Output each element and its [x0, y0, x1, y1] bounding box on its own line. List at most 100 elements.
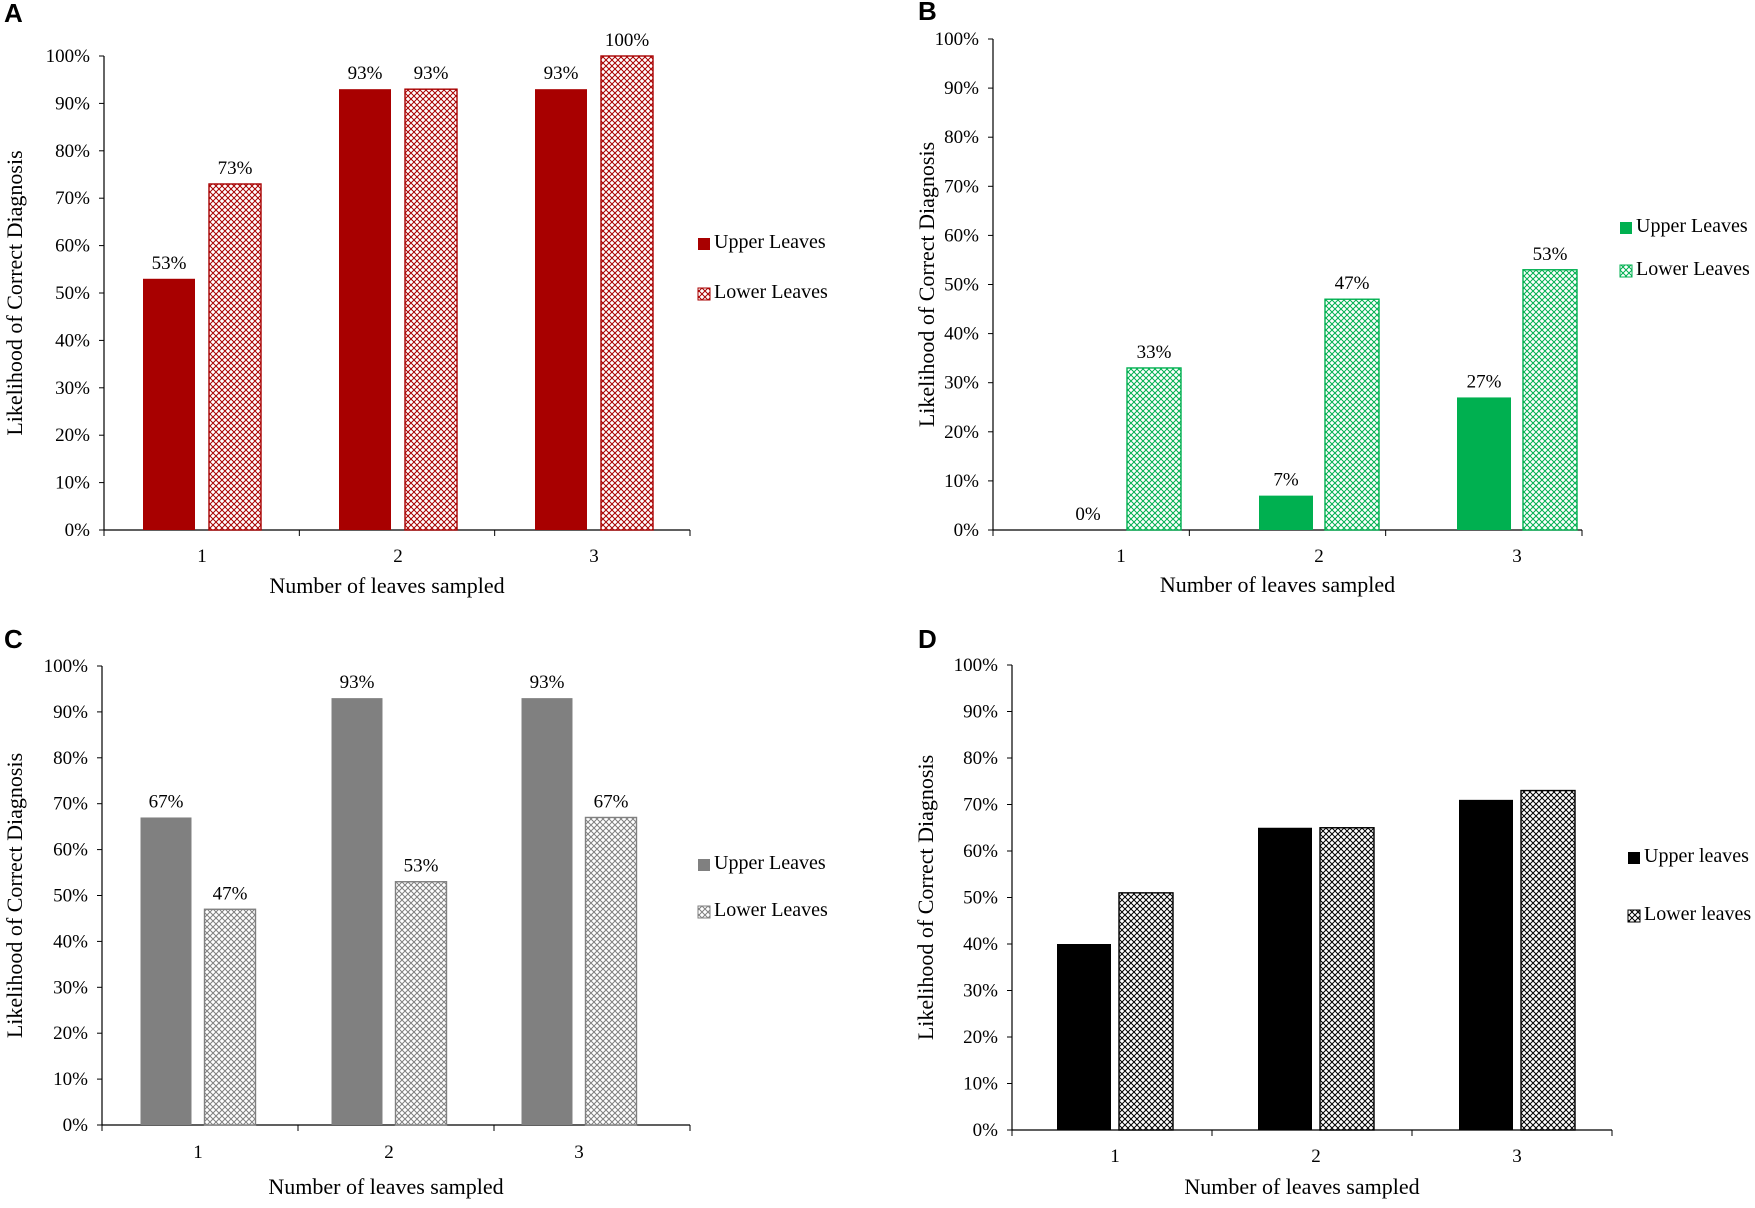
- x-axis-title: Number of leaves sampled: [1160, 572, 1395, 597]
- y-tick-label: 40%: [944, 324, 979, 345]
- y-tick-label: 90%: [55, 93, 90, 114]
- y-tick-label: 90%: [963, 702, 998, 723]
- y-tick-label: 10%: [55, 473, 90, 494]
- x-axis-title: Number of leaves sampled: [269, 573, 504, 598]
- bar-upper-2: [1258, 827, 1312, 1130]
- legend-label: Lower Leaves: [714, 281, 828, 303]
- y-tick-label: 50%: [53, 886, 88, 907]
- bar-lower-2: [1324, 298, 1380, 531]
- y-tick-label: 10%: [53, 1069, 88, 1090]
- x-axis-title: Number of leaves sampled: [268, 1174, 503, 1199]
- legend-swatch: [1627, 909, 1641, 923]
- y-tick-label: 30%: [55, 378, 90, 399]
- chart-panel-b: B0%10%20%30%40%50%60%70%80%90%100%1 2 30%7…: [914, 0, 1750, 597]
- x-tick-label: 1: [197, 546, 207, 567]
- legend-swatch: [1620, 222, 1632, 234]
- y-axis-title: Likelihood of Correct Diagnosis: [2, 150, 27, 435]
- y-axis-title: Likelihood of Correct Diagnosis: [913, 755, 938, 1040]
- data-label: 93%: [414, 63, 449, 84]
- panel-letter: B: [918, 0, 937, 26]
- data-label: 93%: [340, 672, 375, 693]
- y-tick-label: 100%: [46, 46, 91, 67]
- panel-letter: C: [4, 624, 23, 654]
- x-tick-label: 2: [393, 546, 403, 567]
- legend-label: Upper leaves: [1644, 845, 1749, 867]
- y-tick-label: 40%: [53, 931, 88, 952]
- y-tick-label: 20%: [53, 1023, 88, 1044]
- chart-panel-d: D 0% 10% 20% 30% 40% 50% 60% 70% 80% 90% 100% 1 2 3 Lik…: [913, 624, 1751, 1199]
- y-tick-label: 40%: [963, 934, 998, 955]
- data-label: 53%: [1533, 244, 1568, 265]
- data-label: 27%: [1467, 371, 1502, 392]
- data-label: 53%: [152, 253, 187, 274]
- bar-upper-1: [140, 817, 192, 1125]
- y-tick-label: 70%: [53, 794, 88, 815]
- x-axis-title: Number of leaves sampled: [1184, 1174, 1419, 1199]
- y-tick-label: 0%: [954, 520, 980, 541]
- data-label: 93%: [544, 63, 579, 84]
- data-label: 7%: [1273, 470, 1299, 491]
- chart-panel-c: C 0% 10% 20% 30% 40% 50% 60% 70% 80% 90% 100% 1 2 3 67%…: [2, 624, 828, 1199]
- y-tick-label: 80%: [963, 748, 998, 769]
- y-tick-label: 60%: [55, 236, 90, 257]
- x-tick-label: 1: [1116, 546, 1126, 567]
- y-tick-label: 70%: [944, 176, 979, 197]
- y-tick-label: 100%: [935, 29, 980, 50]
- legend-swatch: [1628, 852, 1640, 864]
- y-tick-label: 40%: [55, 330, 90, 351]
- bar-upper-2: [331, 698, 383, 1125]
- y-tick-label: 50%: [963, 888, 998, 909]
- y-tick-label: 60%: [53, 840, 88, 861]
- y-tick-label: 90%: [53, 702, 88, 723]
- legend-swatch: [1619, 264, 1633, 278]
- y-tick-label: 80%: [55, 141, 90, 162]
- y-tick-label: 70%: [963, 795, 998, 816]
- data-label: 67%: [149, 791, 184, 812]
- y-tick-label: 80%: [53, 748, 88, 769]
- legend-label: Upper Leaves: [714, 852, 826, 874]
- bar-upper-3: [1459, 799, 1513, 1130]
- legend-swatch: [698, 238, 710, 250]
- y-tick-label: 70%: [55, 188, 90, 209]
- bar-lower-2: [394, 881, 448, 1126]
- legend-swatch: [697, 287, 711, 301]
- data-label: 93%: [348, 63, 383, 84]
- x-tick-label: 2: [1314, 546, 1324, 567]
- bar-lower-1: [1118, 892, 1174, 1131]
- bar-lower-3: [1522, 269, 1578, 531]
- data-label: 73%: [218, 158, 253, 179]
- data-label: 33%: [1137, 342, 1172, 363]
- bar-lower-1: [208, 183, 262, 531]
- x-tick-label: 2: [384, 1142, 394, 1163]
- bar-upper-3: [1457, 397, 1511, 530]
- y-tick-label: 60%: [944, 225, 979, 246]
- bar-lower-3: [600, 55, 654, 531]
- y-tick-label: 50%: [55, 283, 90, 304]
- y-tick-label: 100%: [44, 656, 89, 677]
- y-axis-title: Likelihood of Correct Diagnosis: [914, 142, 939, 427]
- data-label: 0%: [1075, 504, 1101, 525]
- data-label: 67%: [594, 791, 629, 812]
- x-tick-label: 1: [193, 1142, 203, 1163]
- panel-letter: A: [4, 0, 23, 28]
- legend-swatch: [698, 859, 710, 871]
- bar-lower-3: [584, 816, 638, 1126]
- y-tick-label: 80%: [944, 127, 979, 148]
- bar-upper-3: [535, 89, 587, 531]
- y-tick-label: 20%: [55, 425, 90, 446]
- y-tick-label: 60%: [963, 841, 998, 862]
- legend-swatch: [697, 905, 711, 919]
- x-tick-label: 3: [574, 1142, 584, 1163]
- y-axis-title: Likelihood of Correct Diagnosis: [2, 753, 27, 1038]
- data-label: 47%: [213, 883, 248, 904]
- data-label: 47%: [1335, 273, 1370, 294]
- y-tick-label: 30%: [53, 977, 88, 998]
- bar-lower-2: [404, 88, 458, 531]
- y-tick-label: 90%: [944, 78, 979, 99]
- bar-lower-1: [203, 908, 257, 1126]
- legend-label: Upper Leaves: [714, 231, 826, 253]
- y-tick-label: 30%: [963, 981, 998, 1002]
- bar-upper-1: [143, 278, 195, 530]
- y-tick-label: 0%: [65, 520, 91, 541]
